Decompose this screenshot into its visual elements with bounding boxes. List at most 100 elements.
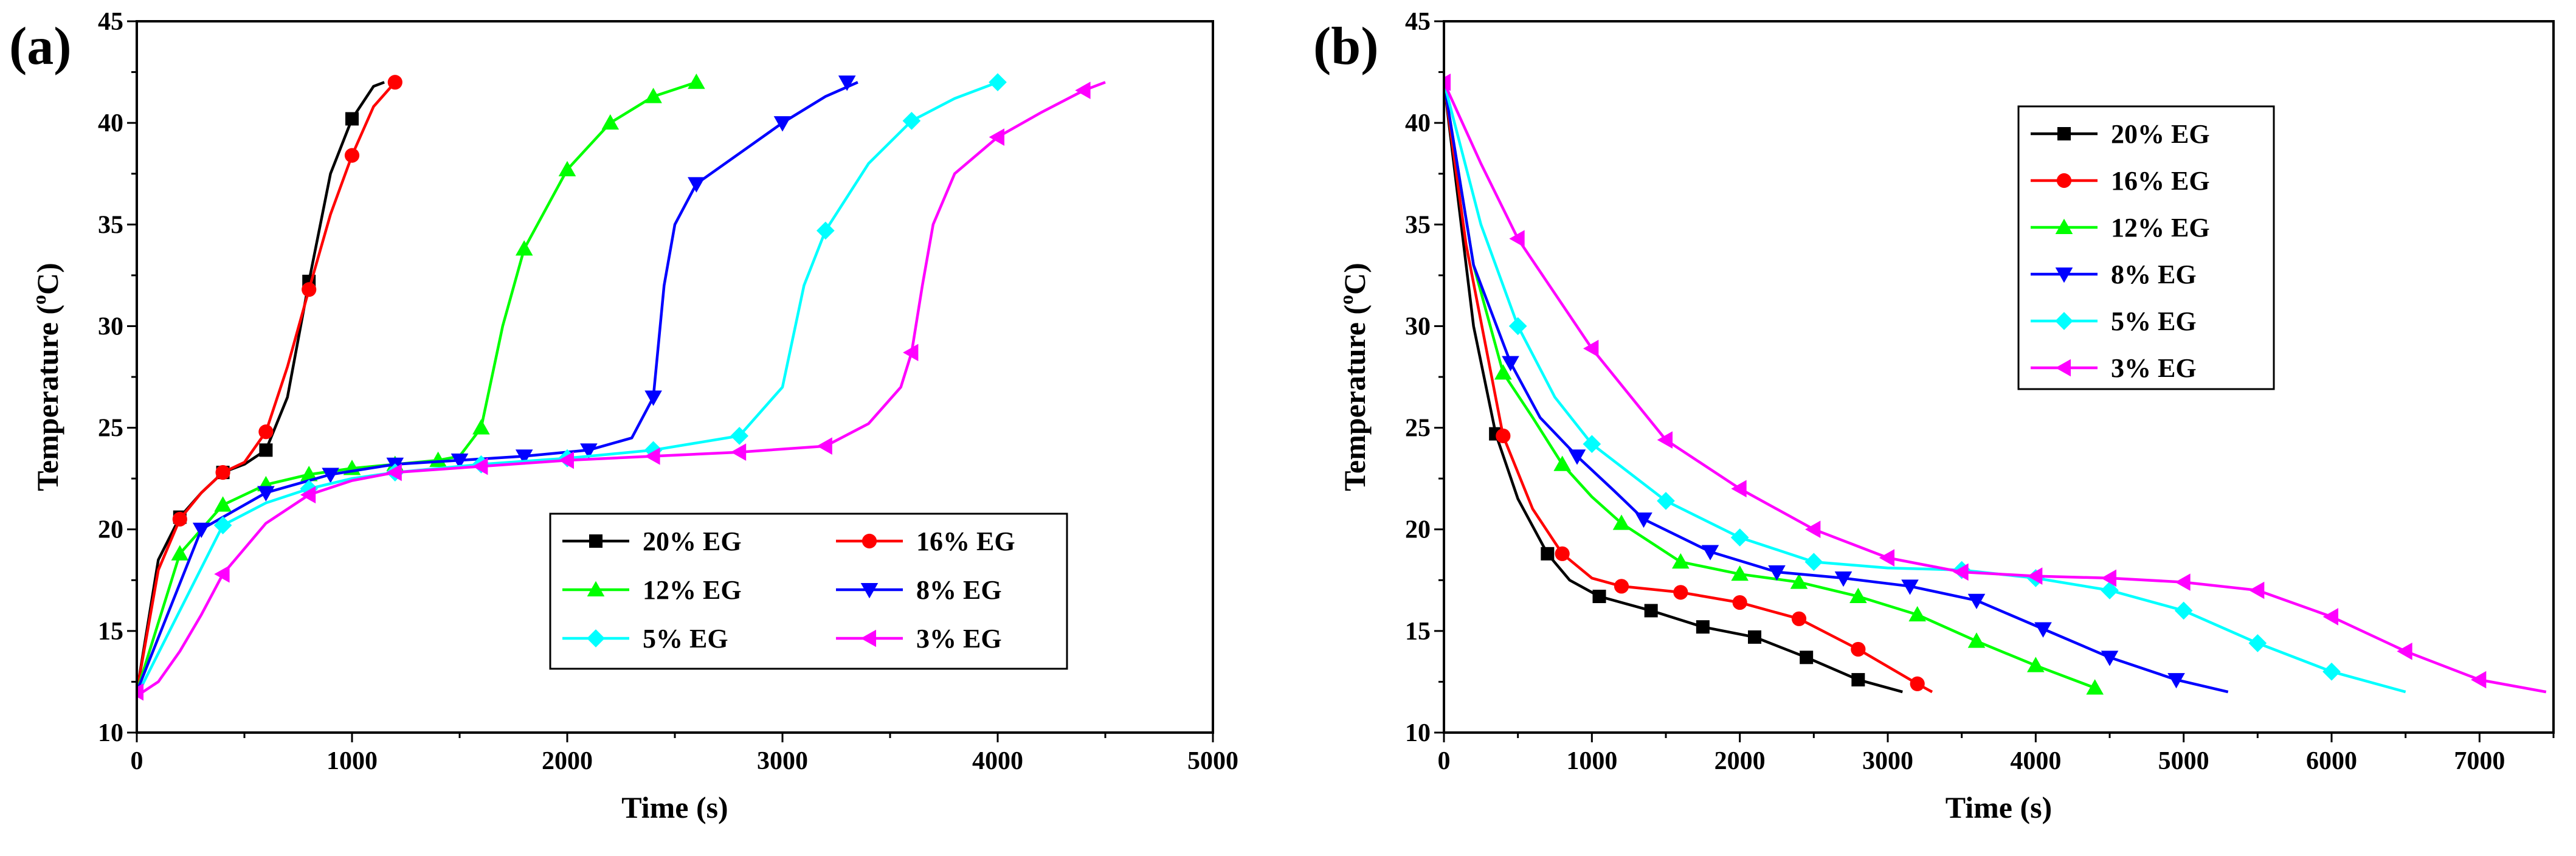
legend-label: 5% EG bbox=[2111, 306, 2197, 336]
data-point bbox=[1851, 673, 1865, 687]
legend-item: 20% EG bbox=[562, 526, 742, 556]
data-point bbox=[1583, 339, 1599, 357]
series-line bbox=[137, 81, 998, 697]
x-tick-label: 3000 bbox=[1862, 747, 1913, 775]
data-point bbox=[1701, 545, 1719, 561]
legend-label: 12% EG bbox=[643, 575, 742, 605]
data-point bbox=[1568, 449, 1586, 465]
data-point bbox=[2167, 673, 2185, 689]
data-point bbox=[1879, 549, 1894, 567]
y-tick-label: 25 bbox=[98, 415, 123, 443]
series-line bbox=[137, 81, 396, 692]
data-point bbox=[989, 73, 1007, 92]
data-point bbox=[2397, 642, 2412, 660]
data-point bbox=[1673, 585, 1688, 600]
data-point bbox=[515, 240, 533, 256]
data-point bbox=[688, 177, 705, 193]
data-point bbox=[2027, 657, 2045, 672]
data-point bbox=[1644, 604, 1658, 618]
data-point bbox=[1732, 595, 1747, 610]
data-point bbox=[1953, 563, 1969, 581]
data-point bbox=[1583, 435, 1601, 454]
legend-item: 16% EG bbox=[2031, 166, 2210, 196]
data-point bbox=[1657, 492, 1675, 510]
data-point bbox=[1804, 553, 1823, 571]
y-axis-label: Temperature (oC) bbox=[1335, 263, 1372, 491]
data-point bbox=[1672, 553, 1690, 569]
y-tick-label: 40 bbox=[98, 109, 123, 137]
data-point bbox=[2174, 601, 2193, 620]
data-point bbox=[644, 390, 662, 406]
data-point bbox=[838, 75, 856, 91]
data-point bbox=[1657, 431, 1673, 449]
data-point bbox=[472, 419, 490, 435]
data-point bbox=[1612, 514, 1631, 530]
legend-marker bbox=[2057, 127, 2071, 140]
legend-item: 5% EG bbox=[562, 624, 728, 654]
series-3 bbox=[1444, 81, 2229, 694]
legend-label: 16% EG bbox=[2111, 166, 2210, 196]
legend-marker bbox=[2055, 312, 2073, 330]
legend-marker bbox=[587, 581, 605, 596]
x-tick-label: 4000 bbox=[972, 747, 1023, 775]
legend-item: 16% EG bbox=[836, 526, 1015, 556]
data-point bbox=[601, 114, 620, 130]
data-point bbox=[2101, 569, 2116, 587]
data-point bbox=[172, 511, 187, 527]
data-point bbox=[1851, 641, 1866, 657]
series-line bbox=[137, 81, 1106, 697]
data-point bbox=[2248, 634, 2267, 652]
data-point bbox=[214, 496, 232, 512]
y-tick-label: 15 bbox=[98, 618, 123, 646]
data-point bbox=[302, 282, 317, 297]
y-tick-label: 25 bbox=[1405, 415, 1431, 443]
data-point bbox=[345, 112, 359, 126]
data-point bbox=[2249, 581, 2265, 599]
series-1 bbox=[137, 75, 402, 692]
legend-label: 3% EG bbox=[2111, 353, 2197, 383]
series-line bbox=[137, 81, 697, 692]
x-tick-label: 4000 bbox=[2010, 747, 2061, 775]
y-tick-label: 35 bbox=[1405, 211, 1431, 239]
y-tick-label: 20 bbox=[98, 516, 123, 544]
legend-item: 12% EG bbox=[2031, 213, 2210, 243]
series-line bbox=[1444, 82, 1903, 694]
data-point bbox=[902, 111, 921, 130]
legend-label: 16% EG bbox=[916, 526, 1015, 556]
data-point bbox=[213, 516, 232, 534]
data-point bbox=[1541, 547, 1555, 561]
data-point bbox=[989, 128, 1004, 146]
y-tick-label: 30 bbox=[1405, 312, 1431, 340]
x-tick-label: 5000 bbox=[1187, 747, 1238, 775]
data-point bbox=[1800, 651, 1814, 664]
y-axis-label: Temperature (oC) bbox=[28, 263, 64, 491]
data-point bbox=[1805, 520, 1821, 539]
data-point bbox=[558, 451, 574, 469]
legend-marker bbox=[2056, 173, 2072, 188]
legend-label: 5% EG bbox=[643, 624, 728, 654]
data-point bbox=[137, 683, 143, 701]
data-point bbox=[1696, 620, 1710, 634]
data-point bbox=[300, 486, 316, 504]
data-point bbox=[1614, 579, 1629, 594]
data-point bbox=[1553, 455, 1571, 471]
data-point bbox=[1731, 480, 1747, 498]
data-point bbox=[817, 437, 832, 455]
x-tick-label: 0 bbox=[1438, 747, 1451, 775]
x-tick-label: 0 bbox=[131, 747, 143, 775]
data-point bbox=[1967, 632, 1986, 648]
data-point bbox=[1910, 676, 1925, 691]
data-point bbox=[214, 565, 230, 583]
data-point bbox=[903, 343, 919, 362]
data-point bbox=[2471, 671, 2487, 689]
x-axis-label: Time (s) bbox=[1946, 790, 2052, 824]
data-point bbox=[1791, 611, 1807, 626]
data-point bbox=[2322, 608, 2338, 626]
data-point bbox=[1748, 630, 1761, 644]
legend-label: 8% EG bbox=[916, 575, 1002, 605]
data-point bbox=[259, 443, 273, 457]
data-point bbox=[192, 522, 210, 539]
legend-marker bbox=[587, 629, 605, 647]
x-tick-label: 7000 bbox=[2454, 747, 2505, 775]
series-2 bbox=[1444, 81, 2104, 695]
